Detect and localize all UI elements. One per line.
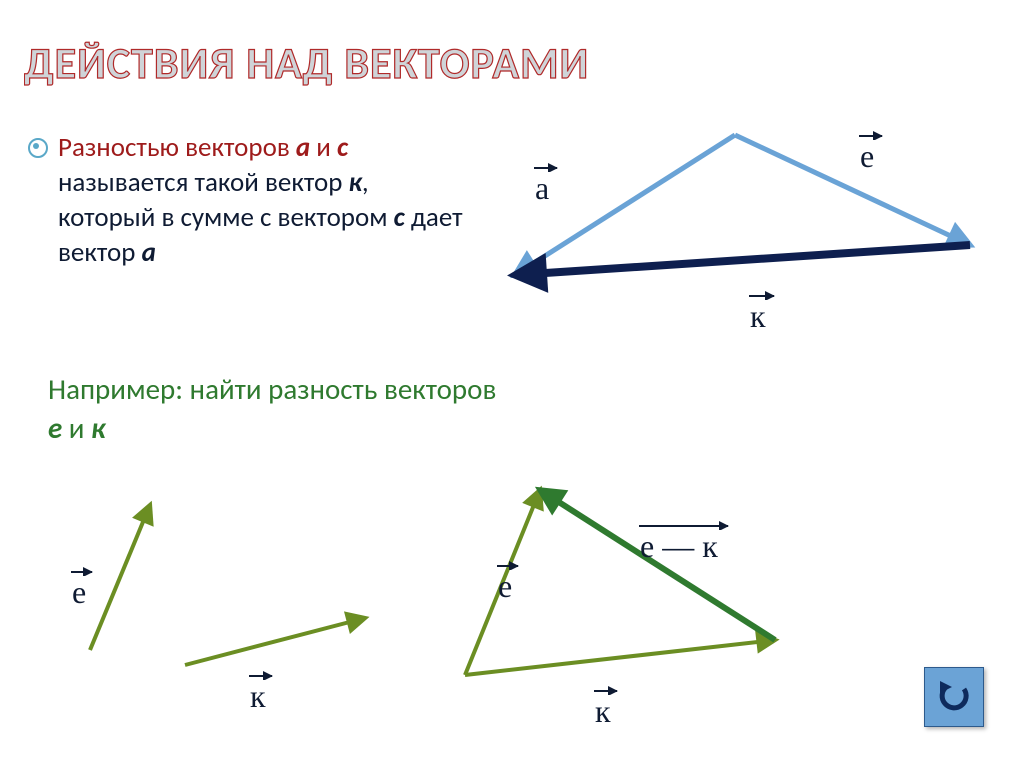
vector-overarrow <box>70 566 98 576</box>
example-text: Например: найти разность векторов е и к <box>48 370 498 448</box>
vector-overarrow <box>496 560 524 570</box>
back-button[interactable] <box>924 667 984 727</box>
vector-overarrow <box>593 685 623 695</box>
definition-text: Разностью векторов а и с называется тако… <box>58 130 468 270</box>
vector-label: е — к <box>640 530 718 562</box>
diagram-vector-difference <box>490 120 1000 330</box>
vector-label: е <box>498 570 512 602</box>
diagram-vector-k <box>170 600 390 690</box>
vector-overarrow <box>748 290 780 300</box>
page-title: ДЕЙСТВИЯ НАД ВЕКТОРАМИ <box>24 36 724 104</box>
diagram-triangle-result <box>420 470 820 700</box>
vector-overarrow <box>638 520 734 530</box>
vector-label: е <box>860 140 874 172</box>
vector-overarrow <box>533 162 563 172</box>
vector-e-line-2 <box>90 505 150 650</box>
vector-label: а <box>535 172 549 204</box>
vector-label: е <box>72 576 86 608</box>
vector-label: к <box>750 300 766 332</box>
bullet-icon <box>28 138 48 158</box>
title-text: ДЕЙСТВИЯ НАД ВЕКТОРАМИ <box>24 36 589 90</box>
vector-overarrow <box>858 130 888 140</box>
vector-overarrow <box>248 670 278 680</box>
return-icon <box>934 677 974 717</box>
vector-k-line <box>515 245 970 275</box>
definition-block: Разностью векторов а и с называется тако… <box>28 130 468 270</box>
tri-vector-k <box>465 640 775 675</box>
vector-k-line-2 <box>185 618 365 665</box>
tri-vector-diff <box>540 490 775 640</box>
vector-e-line <box>735 135 970 245</box>
vector-label: к <box>250 680 266 712</box>
vector-label: к <box>595 695 611 727</box>
